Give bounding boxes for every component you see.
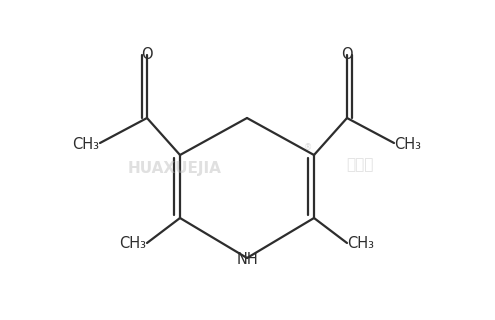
Text: CH₃: CH₃ <box>119 236 147 252</box>
Text: CH₃: CH₃ <box>395 137 422 151</box>
Text: HUAXUEJIA: HUAXUEJIA <box>128 161 222 175</box>
Text: NH: NH <box>236 252 258 267</box>
Text: ®: ® <box>304 143 312 153</box>
Text: 化学馆: 化学馆 <box>346 157 374 172</box>
Text: O: O <box>141 46 153 61</box>
Text: CH₃: CH₃ <box>347 236 375 252</box>
Text: CH₃: CH₃ <box>72 137 99 151</box>
Text: O: O <box>341 46 353 61</box>
